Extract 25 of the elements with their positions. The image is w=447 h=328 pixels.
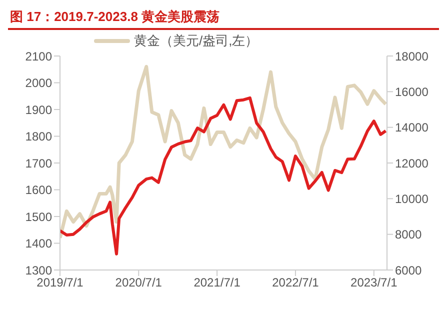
x-tick-label: 2022/7/1 bbox=[272, 276, 320, 290]
y-tick-label: 1700 bbox=[25, 156, 52, 170]
y2-tick-label: 18000 bbox=[395, 49, 429, 64]
legend-label: 黄金（美元/盎司,左） bbox=[134, 32, 258, 50]
line-series bbox=[60, 96, 387, 256]
x-tick-label: 2020/7/1 bbox=[115, 276, 162, 290]
line-series bbox=[60, 64, 387, 240]
x-tick-label: 2021/7/1 bbox=[194, 276, 241, 290]
chart-title: 图 17：2019.7-2023.8 黄金美股震荡 bbox=[8, 8, 439, 30]
y2-tick-label: 16000 bbox=[395, 84, 429, 99]
y-tick-label: 2100 bbox=[25, 49, 52, 64]
y-tick-label: 1400 bbox=[25, 236, 52, 251]
y-tick-label: 1300 bbox=[25, 263, 52, 278]
y2-tick-label: 8000 bbox=[395, 228, 422, 242]
x-tick-label: 2019/7/1 bbox=[36, 276, 84, 290]
y2-tick-label: 14000 bbox=[395, 120, 429, 135]
y2-tick-label: 10000 bbox=[395, 192, 429, 206]
y-tick-label: 2000 bbox=[25, 76, 52, 90]
x-tick-label: 2023/7/1 bbox=[350, 276, 398, 290]
y-tick-label: 1500 bbox=[25, 210, 52, 224]
y-tick-label: 1600 bbox=[25, 183, 52, 198]
y-tick-label: 1900 bbox=[25, 102, 52, 117]
y2-tick-label: 12000 bbox=[395, 156, 429, 170]
y-tick-label: 1800 bbox=[25, 130, 52, 144]
y2-tick-label: 6000 bbox=[395, 263, 422, 278]
